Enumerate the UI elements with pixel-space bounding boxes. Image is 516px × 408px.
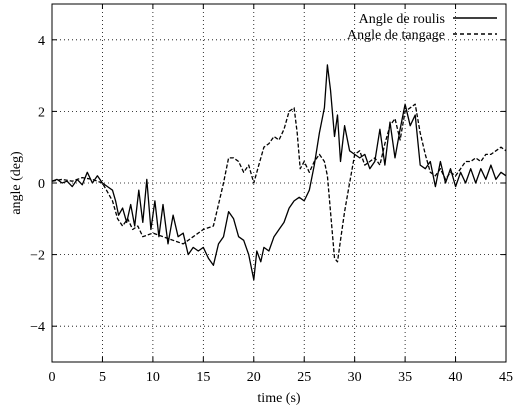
axis-ticks — [51, 4, 507, 362]
x-axis-label: time (s) — [257, 391, 300, 406]
chart-grid — [52, 4, 506, 362]
x-tick-label: 45 — [499, 370, 513, 385]
x-tick-label: 20 — [247, 370, 261, 385]
x-tick-label: 15 — [196, 370, 210, 385]
x-tick-label: 5 — [99, 370, 106, 385]
legend-label-roulis: Angle de roulis — [359, 12, 445, 27]
y-tick-label: 4 — [38, 34, 45, 49]
x-tick-label: 35 — [398, 370, 412, 385]
tick-labels: 0 5 10 15 20 25 30 35 40 45 −4 −2 0 2 4 — [30, 34, 513, 385]
y-axis-label: angle (deg) — [9, 151, 24, 215]
series-line-1 — [51, 103, 507, 263]
series-line-0 — [51, 64, 507, 281]
x-tick-label: 0 — [49, 370, 56, 385]
x-tick-label: 10 — [146, 370, 160, 385]
series-layer — [51, 64, 507, 281]
legend: Angle de roulis Angle de tangage — [347, 12, 497, 43]
x-tick-label: 25 — [297, 370, 311, 385]
y-tick-label: −2 — [30, 249, 45, 264]
y-tick-label: −4 — [30, 320, 45, 335]
x-tick-label: 40 — [449, 370, 463, 385]
x-tick-label: 30 — [348, 370, 362, 385]
legend-label-tangage: Angle de tangage — [347, 28, 445, 43]
y-tick-label: 0 — [38, 177, 45, 192]
y-tick-label: 2 — [38, 105, 45, 120]
